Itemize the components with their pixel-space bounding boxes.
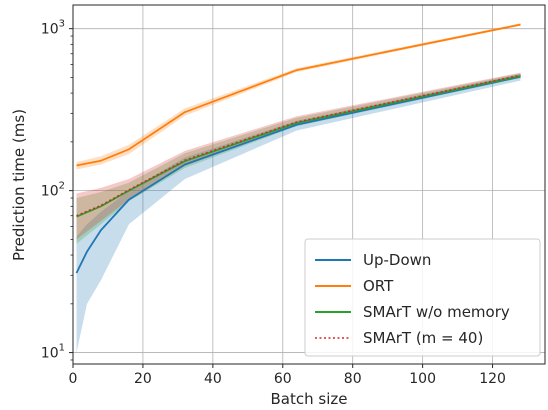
y-tick-base: 10 — [41, 346, 59, 362]
x-tick-label: 60 — [274, 371, 292, 387]
confidence-band — [76, 23, 521, 170]
y-tick-exponent: 2 — [59, 181, 65, 192]
y-tick-label: 103 — [41, 19, 65, 38]
x-tick-label: 100 — [409, 371, 436, 387]
plot-frame — [72, 4, 546, 365]
confidence-band — [76, 73, 521, 353]
x-tick-label: 80 — [344, 371, 362, 387]
legend-label: ORT — [363, 277, 394, 295]
series-lines — [75, 23, 521, 274]
y-tick-label: 102 — [41, 181, 65, 200]
y-tick-exponent: 1 — [59, 343, 65, 354]
y-tick-base: 10 — [41, 22, 59, 38]
series-line — [76, 75, 521, 218]
x-tick-label: 120 — [479, 371, 506, 387]
x-axis-ticks: 0 20 40 60 80 100 120 — [69, 364, 506, 387]
series-line — [75, 75, 521, 274]
legend-label: Up-Down — [363, 251, 431, 269]
grid-lines — [72, 5, 545, 364]
confidence-bands — [76, 23, 521, 353]
y-axis-label: Prediction time (ms) — [10, 109, 28, 261]
x-axis-label: Batch size — [271, 390, 348, 408]
y-tick-base: 10 — [41, 184, 59, 200]
legend-label: SMArT (m = 40) — [363, 329, 483, 347]
x-tick-label: 0 — [69, 371, 78, 387]
y-tick-exponent: 3 — [59, 19, 65, 30]
legend-box — [304, 238, 541, 357]
x-tick-label: 20 — [134, 371, 152, 387]
series-line — [76, 23, 521, 167]
y-tick-label: 101 — [41, 343, 65, 362]
x-tick-label: 40 — [204, 371, 222, 387]
legend-label: SMArT w/o memory — [363, 303, 510, 321]
series-line — [76, 74, 521, 217]
legend: Up-Down ORT SMArT w/o memory SMArT (m = 40) — [304, 238, 541, 357]
